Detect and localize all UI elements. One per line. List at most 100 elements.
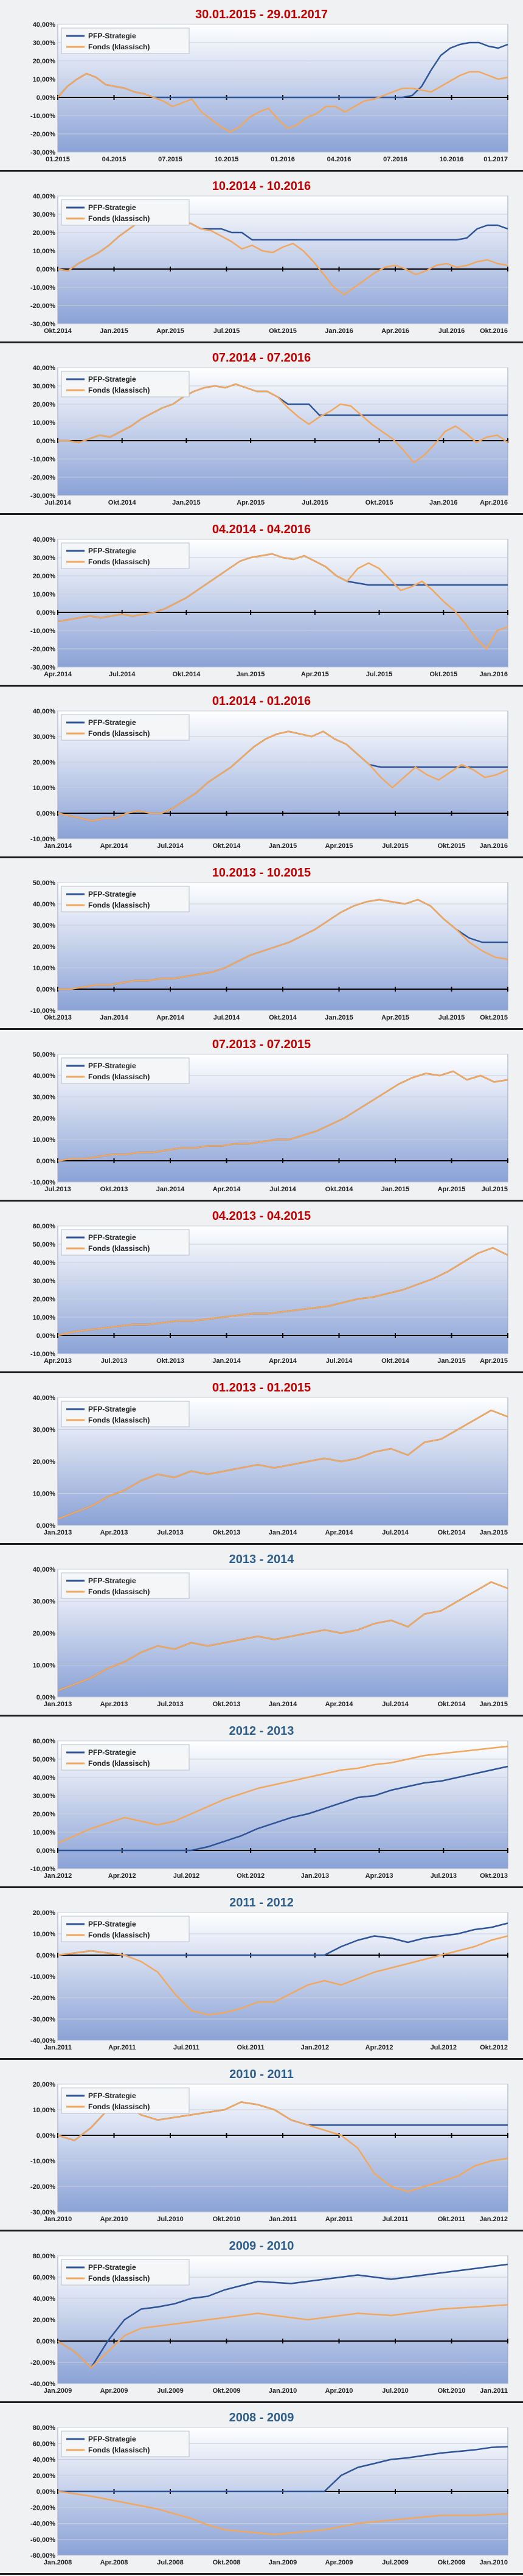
x-tick-label: 07.2015 <box>158 156 182 163</box>
x-tick-label: Okt.2013 <box>480 1872 508 1880</box>
x-tick-label: Jul.2014 <box>382 1701 409 1708</box>
y-tick-label: 20,00% <box>33 943 56 951</box>
x-tick-label: Jan.2013 <box>301 1872 329 1880</box>
legend-box <box>61 1401 190 1427</box>
series-line-pfp <box>57 1922 508 1956</box>
chart-12: 2011 - 2012 20,00% 10,00% 0,00% -10,00% -20,0… <box>30 1896 508 2051</box>
x-tick-label: 01.2017 <box>483 156 508 163</box>
x-tick-label: Jul.2015 <box>482 1186 508 1193</box>
x-tick-label: Jul.2013 <box>101 1357 127 1365</box>
y-tick-label: -80,00% <box>30 2552 55 2560</box>
x-tick-label: Apr.2015 <box>480 1357 508 1365</box>
series-line-fonds <box>57 2490 508 2536</box>
series-line-fonds <box>57 730 508 822</box>
chart-14: 2009 - 2010 80,00% 60,00% 40,00% 20,00% 0,00%… <box>30 2239 508 2395</box>
y-tick-label: 40,00% <box>33 1774 56 1782</box>
y-tick-label: 20,00% <box>33 2317 56 2324</box>
x-tick-label: Jul.2013 <box>44 1186 71 1193</box>
y-tick-label: 10,00% <box>33 1931 56 1938</box>
chart-title: 01.2014 - 01.2016 <box>212 695 311 708</box>
y-tick-label: -30,00% <box>30 149 55 156</box>
legend-label-fonds: Fonds (klassisch) <box>88 1759 150 1768</box>
x-tick-label: Okt.2013 <box>100 1186 128 1193</box>
chart-title: 04.2013 - 04.2015 <box>212 1209 311 1223</box>
x-tick-label: Apr.2015 <box>237 499 265 506</box>
y-tick-label: 0,00% <box>36 266 55 273</box>
x-tick-label: Jan.2011 <box>480 2387 508 2395</box>
legend-box <box>61 371 190 397</box>
legend-label-fonds: Fonds (klassisch) <box>88 214 150 223</box>
x-tick-label: Jan.2014 <box>212 1357 241 1365</box>
y-tick-label: 40,00% <box>33 1259 56 1267</box>
x-tick-label: Okt.2013 <box>156 1357 184 1365</box>
chart-title: 2012 - 2013 <box>229 1724 294 1738</box>
y-tick-label: 30,00% <box>33 1598 56 1606</box>
legend-label-pfp: PFP-Strategie <box>88 547 136 555</box>
y-tick-label: -20,00% <box>30 646 55 653</box>
legend-box <box>61 1916 190 1942</box>
x-tick-label: Jul.2008 <box>157 2559 183 2566</box>
legend-box <box>61 1057 190 1084</box>
x-tick-label: Okt.2014 <box>438 1529 466 1536</box>
y-tick-label: 0,00% <box>36 1952 55 1959</box>
y-tick-label: 20,00% <box>33 1115 56 1122</box>
x-tick-label: Okt.2011 <box>237 2044 265 2051</box>
x-tick-label: 01.2016 <box>271 156 295 163</box>
series-line-pfp <box>58 1765 508 1852</box>
x-tick-label: Jul.2014 <box>44 499 71 506</box>
x-tick-label: Jan.2009 <box>269 2559 297 2566</box>
panel-divider <box>0 685 523 687</box>
x-tick-label: Jan.2015 <box>172 499 200 506</box>
chart-title: 2009 - 2010 <box>229 2239 294 2253</box>
panel-divider <box>0 513 523 515</box>
panel-divider <box>0 2230 523 2231</box>
x-tick-label: Jan.2009 <box>44 2387 72 2395</box>
series-line-fonds <box>58 383 508 464</box>
x-tick-label: Jul.2014 <box>269 1186 296 1193</box>
y-tick-label: -40,00% <box>30 2037 55 2045</box>
y-tick-label: 40,00% <box>33 2295 56 2303</box>
y-tick-label: 20,00% <box>33 229 56 237</box>
y-tick-label: 0,00% <box>36 1158 55 1165</box>
y-tick-label: -10,00% <box>30 628 55 635</box>
y-tick-label: 30,00% <box>33 1094 56 1101</box>
y-tick-label: -10,00% <box>30 1866 55 1873</box>
panel-divider <box>0 2401 523 2403</box>
y-tick-label: 0,00% <box>36 438 55 445</box>
x-tick-label: Apr.2011 <box>108 2044 136 2051</box>
x-tick-label: Jan.2014 <box>44 842 72 850</box>
legend-label-pfp: PFP-Strategie <box>88 1405 136 1413</box>
x-tick-label: Jan.2015 <box>437 1357 465 1365</box>
x-tick-label: Okt.2014 <box>172 671 201 678</box>
x-tick-label: Apr.2014 <box>325 1701 354 1708</box>
y-tick-label: 10,00% <box>33 591 56 598</box>
chart-title: 2013 - 2014 <box>229 1553 295 1566</box>
x-tick-label: Apr.2014 <box>44 671 72 678</box>
y-tick-label: -10,00% <box>30 836 55 843</box>
x-tick-label: Apr.2014 <box>100 842 129 850</box>
chart-4: 04.2014 - 04.2016 40,00% 30,00% 20,00% 10,00… <box>30 523 508 678</box>
legend-box <box>61 1744 190 1771</box>
y-tick-label: 30,00% <box>33 383 56 390</box>
chart-title: 2008 - 2009 <box>229 2411 294 2424</box>
y-tick-label: 30,00% <box>33 733 56 741</box>
x-tick-label: Apr.2015 <box>301 671 329 678</box>
x-tick-label: Okt.2015 <box>269 327 297 335</box>
y-tick-label: 40,00% <box>33 1395 56 1402</box>
x-tick-label: Apr.2014 <box>156 1014 185 1021</box>
x-tick-label: Jul.2015 <box>213 327 240 335</box>
legend-box <box>61 27 190 54</box>
y-tick-label: 10,00% <box>33 248 56 255</box>
y-tick-label: 0,00% <box>36 810 55 817</box>
x-tick-label: Apr.2013 <box>100 1529 128 1536</box>
y-tick-label: 20,00% <box>33 2081 56 2088</box>
legend-label-fonds: Fonds (klassisch) <box>88 1931 150 1939</box>
x-tick-label: Okt.2008 <box>213 2559 241 2566</box>
x-tick-label: Jan.2016 <box>480 671 508 678</box>
y-tick-label: 50,00% <box>33 880 56 887</box>
y-tick-label: -20,00% <box>30 2359 55 2367</box>
x-tick-label: Okt.2014 <box>325 1186 354 1193</box>
chart-title: 10.2014 - 10.2016 <box>212 180 311 193</box>
x-tick-label: Jan.2015 <box>100 327 128 335</box>
legend-label-pfp: PFP-Strategie <box>88 32 136 40</box>
